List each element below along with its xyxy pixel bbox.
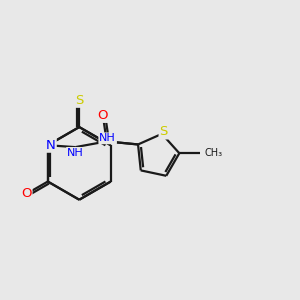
Text: N: N: [46, 139, 56, 152]
Text: S: S: [75, 94, 83, 107]
Text: NH: NH: [99, 133, 116, 143]
Text: S: S: [160, 125, 168, 138]
Text: NH: NH: [67, 148, 84, 158]
Text: O: O: [98, 109, 108, 122]
Text: O: O: [21, 188, 32, 200]
Text: CH₃: CH₃: [205, 148, 223, 158]
